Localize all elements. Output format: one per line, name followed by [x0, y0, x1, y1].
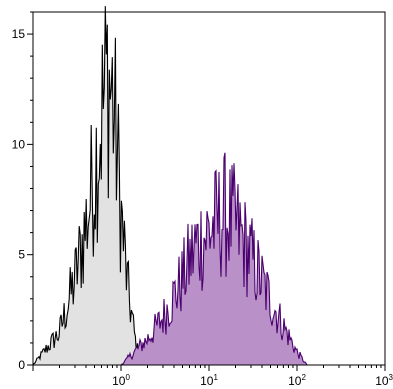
y-tick-label: 0 [18, 358, 25, 372]
x-tick-label: 102 [288, 373, 306, 388]
x-axis-ticks: 100 101 102 103 [32, 365, 393, 388]
y-axis-ticks: 0 5 10 15 [12, 11, 33, 372]
y-tick-label: 15 [12, 27, 26, 41]
x-tick-label: 103 [375, 373, 393, 388]
x-tick-label: 100 [112, 373, 130, 388]
y-tick-label: 5 [18, 248, 25, 262]
series-layer [31, 6, 308, 366]
histogram-series-2 [119, 152, 308, 366]
y-tick-label: 10 [12, 137, 26, 151]
plot-frame [32, 11, 386, 366]
histogram-series-1 [31, 6, 149, 366]
x-tick-label: 101 [200, 373, 218, 388]
